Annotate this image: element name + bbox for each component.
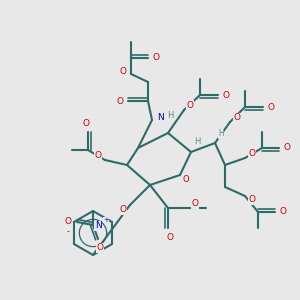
Text: O: O <box>191 200 199 208</box>
Text: O: O <box>233 113 241 122</box>
Text: O: O <box>268 103 274 112</box>
Text: O: O <box>116 97 124 106</box>
Text: O: O <box>94 152 101 160</box>
Text: N: N <box>157 113 164 122</box>
Text: O: O <box>64 218 71 226</box>
Text: O: O <box>119 68 127 76</box>
Text: O: O <box>119 206 127 214</box>
Text: O: O <box>284 143 290 152</box>
Text: O: O <box>223 91 230 100</box>
Text: H: H <box>194 137 200 146</box>
Text: O: O <box>183 175 189 184</box>
Text: O: O <box>82 118 89 127</box>
Text: -: - <box>67 227 69 236</box>
Text: N: N <box>94 221 101 230</box>
Text: O: O <box>248 196 256 205</box>
Text: O: O <box>187 100 194 109</box>
Text: O: O <box>248 149 256 158</box>
Text: O: O <box>97 244 104 253</box>
Text: +: + <box>103 217 109 223</box>
Text: O: O <box>280 208 286 217</box>
Text: O: O <box>152 53 160 62</box>
Text: H: H <box>167 112 173 121</box>
Text: H: H <box>218 130 224 139</box>
Text: O: O <box>167 232 173 242</box>
